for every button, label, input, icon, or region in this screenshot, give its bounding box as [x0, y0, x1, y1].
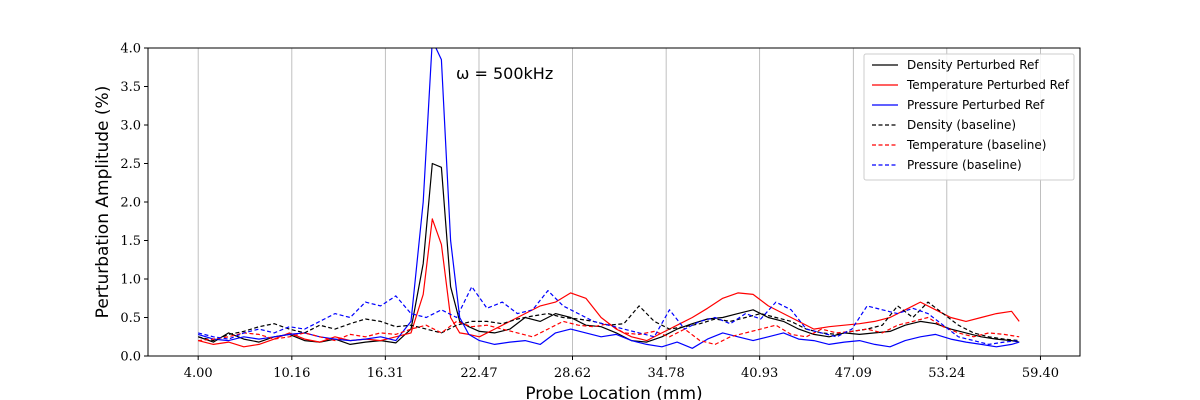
x-tick-label-2: 16.31 [367, 366, 404, 381]
y-axis-label: Perturbation Amplitude (%) [93, 86, 113, 319]
legend-box [863, 53, 1075, 181]
legend-label-5: Pressure (baseline) [907, 158, 1022, 172]
grid [197, 48, 1041, 356]
legend-label-1: Temperature Perturbed Ref [906, 78, 1070, 92]
x-tick-label-6: 40.93 [741, 366, 778, 381]
y-tick-label-2: 1.0 [120, 273, 141, 288]
series-line-temperature-perturbed-ref [198, 218, 1020, 348]
frequency-annotation: ω = 500kHz [456, 64, 553, 83]
x-axis-label: Probe Location (mm) [525, 384, 702, 400]
y-tick-label-8: 4.0 [120, 42, 141, 57]
series-line-density-baseline [198, 301, 1020, 342]
series-line-temperature-baseline [198, 316, 1020, 345]
legend-label-0: Density Perturbed Ref [907, 58, 1039, 72]
x-tick-label-7: 47.09 [835, 366, 872, 381]
y-tick-label-3: 1.5 [120, 234, 141, 249]
legend: Density Perturbed Ref Temperature Perturb… [863, 53, 1075, 181]
x-tick-label-1: 10.16 [273, 366, 310, 381]
series-line-density-perturbed-ref [198, 162, 1020, 345]
y-tick-label-6: 3.0 [120, 119, 141, 134]
y-tick-label-0: 0.0 [120, 350, 141, 365]
series-line-pressure-baseline [198, 286, 1020, 345]
plot-area [198, 48, 1020, 349]
x-tick-label-4: 28.62 [554, 366, 591, 381]
x-tick-label-9: 59.40 [1022, 366, 1059, 381]
series-line-pressure-perturbed-ref [198, 48, 1020, 349]
x-tick-label-8: 53.24 [928, 366, 965, 381]
legend-label-3: Density (baseline) [907, 118, 1016, 132]
y-tick-label-7: 3.5 [120, 80, 141, 95]
y-tick-label-5: 2.5 [120, 157, 141, 172]
legend-label-4: Temperature (baseline) [906, 138, 1046, 152]
y-tick-label-4: 2.0 [120, 196, 141, 211]
x-tick-label-5: 34.78 [648, 366, 685, 381]
x-tick-label-3: 22.47 [460, 366, 497, 381]
x-tick-label-0: 4.00 [184, 366, 213, 381]
y-tick-label-1: 0.5 [120, 311, 141, 326]
legend-label-2: Pressure Perturbed Ref [907, 98, 1045, 112]
axis-ticks: 4.00 10.16 16.31 22.47 28.62 34.78 40.93 47.09 5… [120, 42, 1059, 382]
